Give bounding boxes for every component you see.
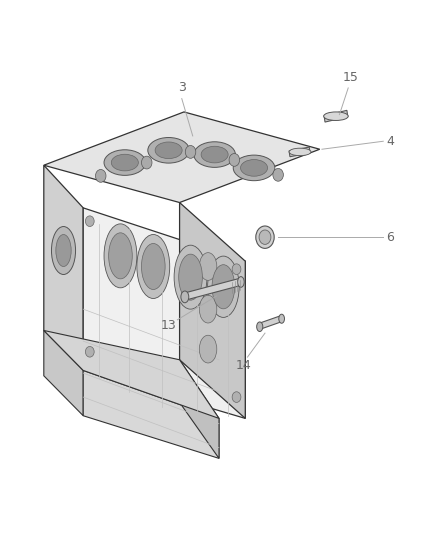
Circle shape [85, 346, 94, 357]
Polygon shape [184, 278, 242, 300]
Polygon shape [83, 208, 245, 418]
Ellipse shape [237, 277, 244, 287]
Ellipse shape [104, 150, 145, 175]
Ellipse shape [212, 265, 235, 309]
Ellipse shape [179, 254, 202, 300]
Polygon shape [180, 360, 219, 458]
Ellipse shape [199, 295, 217, 323]
Circle shape [85, 216, 94, 227]
Ellipse shape [324, 112, 348, 120]
Ellipse shape [155, 142, 182, 159]
Circle shape [273, 168, 283, 181]
Circle shape [232, 264, 241, 274]
Ellipse shape [109, 233, 132, 279]
Ellipse shape [201, 146, 228, 163]
Ellipse shape [174, 245, 207, 309]
Ellipse shape [208, 256, 239, 317]
Polygon shape [258, 316, 283, 329]
Ellipse shape [51, 227, 75, 274]
Ellipse shape [240, 159, 268, 176]
Ellipse shape [257, 322, 263, 332]
Polygon shape [44, 165, 83, 370]
Polygon shape [180, 203, 245, 418]
Ellipse shape [104, 224, 137, 288]
Ellipse shape [181, 291, 189, 303]
Ellipse shape [56, 235, 71, 266]
Circle shape [95, 169, 106, 182]
Polygon shape [44, 330, 83, 416]
Polygon shape [324, 110, 348, 122]
Circle shape [141, 156, 152, 169]
Ellipse shape [279, 314, 285, 323]
Text: 14: 14 [235, 359, 251, 372]
Text: 3: 3 [178, 82, 186, 94]
Ellipse shape [199, 253, 217, 280]
Ellipse shape [111, 154, 138, 171]
Polygon shape [44, 330, 219, 418]
Ellipse shape [233, 155, 275, 181]
Ellipse shape [194, 142, 236, 167]
Text: 15: 15 [343, 71, 358, 84]
Circle shape [185, 146, 196, 158]
Polygon shape [289, 147, 310, 157]
Text: 4: 4 [386, 135, 394, 148]
Polygon shape [83, 370, 219, 458]
Circle shape [229, 154, 240, 166]
Text: 6: 6 [386, 231, 394, 244]
Ellipse shape [256, 226, 274, 248]
Ellipse shape [148, 138, 189, 163]
Ellipse shape [199, 335, 217, 363]
Ellipse shape [141, 244, 165, 289]
Ellipse shape [289, 148, 311, 156]
Ellipse shape [137, 235, 170, 298]
Ellipse shape [259, 230, 271, 244]
Text: 13: 13 [161, 319, 177, 332]
Polygon shape [44, 112, 320, 203]
Circle shape [232, 392, 241, 402]
